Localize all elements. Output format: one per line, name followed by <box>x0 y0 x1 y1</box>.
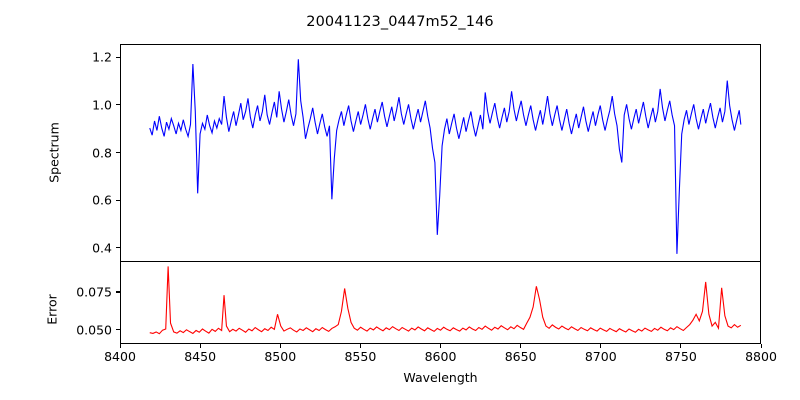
y-tick-mark <box>116 104 120 106</box>
y-tick-label: 1.0 <box>92 97 112 113</box>
x-tick-mark <box>199 344 201 348</box>
x-tick-label: 8700 <box>584 349 617 364</box>
x-tick-label: 8750 <box>664 349 697 364</box>
y-tick-label: 0.4 <box>92 240 112 256</box>
y-tick-label: 0.050 <box>76 322 112 338</box>
x-tick-mark <box>440 344 442 348</box>
y-tick-label: 1.2 <box>92 49 112 65</box>
x-tick-mark <box>600 344 602 348</box>
y-tick-mark <box>116 247 120 249</box>
x-tick-mark <box>520 344 522 348</box>
x-tick-mark <box>680 344 682 348</box>
error-plot-panel <box>120 261 761 344</box>
y-tick-mark <box>116 56 120 58</box>
x-tick-label: 8400 <box>104 349 136 364</box>
x-tick-mark <box>279 344 281 348</box>
x-tick-label: 8800 <box>745 349 777 364</box>
x-tick-mark <box>359 344 361 348</box>
y-tick-label: 0.075 <box>76 284 112 300</box>
error-line-series <box>121 262 760 343</box>
x-axis-label: Wavelength <box>403 370 478 385</box>
x-tick-label: 8650 <box>504 349 537 364</box>
figure-title: 20041123_0447m52_146 <box>306 14 494 30</box>
y-tick-mark <box>116 199 120 201</box>
x-tick-label: 8450 <box>184 349 217 364</box>
x-tick-mark <box>119 344 121 348</box>
spectrum-plot-panel <box>120 44 761 261</box>
x-tick-label: 8550 <box>344 349 377 364</box>
y-tick-mark <box>116 291 120 293</box>
y-tick-label: 0.8 <box>92 145 112 160</box>
y-tick-mark <box>116 329 120 331</box>
y-tick-label: 0.6 <box>92 192 112 208</box>
spectrum-line-series <box>121 45 760 261</box>
x-tick-mark <box>760 344 762 348</box>
error-axis-label: Error <box>44 294 60 325</box>
y-tick-mark <box>116 152 120 154</box>
x-tick-label: 8500 <box>264 349 297 364</box>
x-tick-label: 8600 <box>424 349 457 364</box>
